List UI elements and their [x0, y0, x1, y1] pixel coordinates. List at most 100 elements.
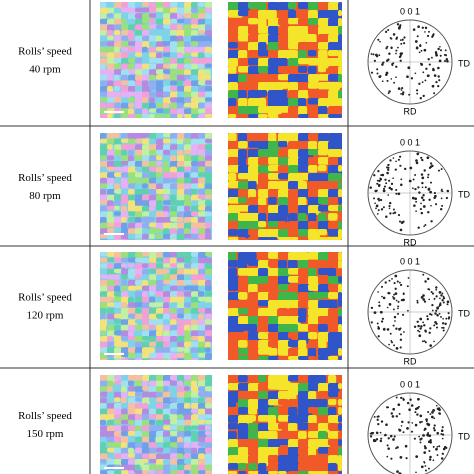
grain [128, 108, 134, 115]
grain [278, 383, 290, 391]
pole-point [428, 187, 431, 190]
grain [198, 263, 204, 269]
micrograph [100, 375, 212, 474]
grain [114, 447, 121, 454]
pole-point [418, 334, 422, 338]
grain [308, 90, 321, 97]
grain [121, 114, 129, 118]
grain [114, 217, 123, 224]
grain [205, 228, 211, 236]
grain [228, 260, 239, 268]
grain [142, 239, 150, 240]
grain [248, 42, 260, 52]
grain [184, 308, 190, 315]
grain [107, 177, 115, 185]
pole-point [394, 292, 398, 295]
grain [258, 237, 270, 240]
pole-point [412, 28, 416, 31]
grain [142, 133, 152, 138]
grain [248, 58, 260, 66]
grain [163, 7, 172, 14]
grain [163, 358, 169, 360]
grain [198, 91, 206, 98]
grain [205, 161, 212, 167]
grain [191, 144, 200, 151]
pole-point [375, 438, 379, 441]
grain [107, 403, 117, 409]
pole-point [415, 159, 418, 162]
pole-point [431, 309, 434, 312]
grain [135, 239, 143, 240]
grain [107, 358, 116, 360]
pole-point [383, 185, 387, 188]
pole-point [444, 322, 447, 326]
pole-point [388, 279, 391, 282]
grain [107, 172, 117, 179]
grain [142, 442, 149, 449]
grain [142, 436, 150, 444]
grain [248, 165, 261, 175]
grain [142, 352, 150, 359]
pole-point [423, 169, 426, 172]
grain [278, 399, 288, 405]
grain [163, 97, 172, 104]
pole-point [377, 291, 379, 293]
grain [205, 172, 212, 179]
grain [338, 399, 342, 406]
pole-point [403, 167, 407, 171]
grain [278, 82, 289, 89]
pole-point [399, 52, 403, 56]
grain [107, 133, 115, 139]
grain [177, 358, 185, 360]
grain [121, 183, 131, 189]
pole-point [425, 418, 428, 421]
grain [114, 91, 121, 98]
grain [308, 463, 317, 474]
grain [107, 155, 115, 161]
pole-point [377, 169, 380, 173]
grain [114, 274, 120, 280]
grain [128, 222, 136, 229]
grain [170, 194, 176, 201]
grain [107, 296, 114, 302]
pole-point [372, 53, 375, 56]
grain [121, 252, 131, 258]
pole-point [432, 459, 435, 462]
grain [191, 408, 198, 414]
pole-point [379, 431, 382, 434]
pole-point [441, 188, 443, 191]
grain [308, 173, 320, 184]
grain [258, 463, 267, 472]
grain [100, 80, 109, 87]
grain [100, 397, 107, 404]
grain [288, 423, 298, 434]
grain [184, 52, 190, 57]
grain [205, 133, 212, 140]
grain [121, 18, 127, 24]
grain [228, 213, 239, 224]
pole-point [394, 287, 397, 290]
grain [191, 172, 199, 178]
grain [184, 313, 193, 320]
grain [198, 403, 206, 410]
grain [100, 149, 108, 157]
grain [163, 268, 170, 274]
grain [338, 455, 342, 465]
pole-point [438, 407, 441, 410]
pole-point [369, 186, 372, 189]
pole-point [377, 209, 380, 212]
pole-point [425, 67, 428, 70]
pole-point [428, 63, 431, 66]
grain [268, 2, 279, 11]
grain [238, 375, 248, 383]
grain [191, 308, 200, 316]
grain [128, 189, 135, 195]
grain [170, 352, 178, 359]
grain [198, 35, 206, 42]
pole-point [402, 398, 405, 401]
grain [268, 268, 279, 277]
pole-point [439, 54, 442, 57]
grain [228, 18, 240, 25]
grain [100, 177, 108, 184]
grain [288, 324, 298, 333]
